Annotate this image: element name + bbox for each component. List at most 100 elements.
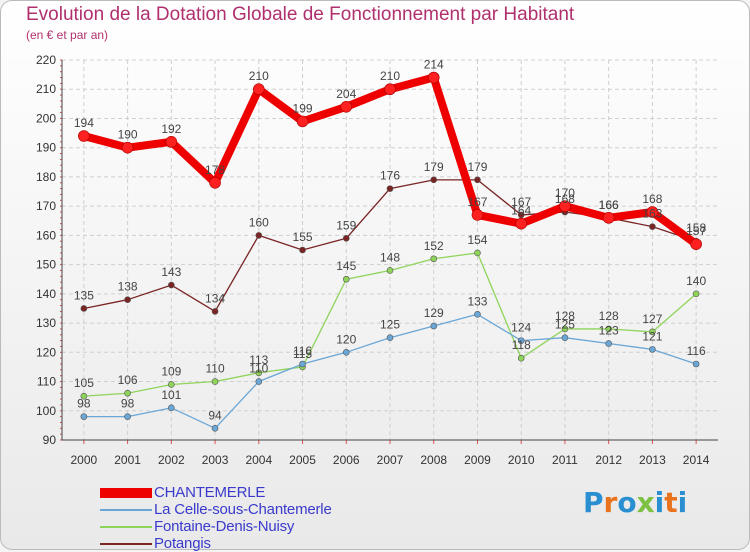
data-point — [561, 325, 569, 333]
data-point — [255, 232, 263, 239]
y-tick-label: 220 — [36, 53, 56, 67]
x-tick-label: 2011 — [552, 453, 578, 467]
legend-swatch — [100, 542, 152, 545]
data-point — [605, 340, 612, 347]
legend-item: CHANTEMERLE — [100, 484, 332, 501]
data-point — [124, 389, 131, 397]
y-tick-label: 160 — [36, 228, 56, 242]
data-point — [342, 275, 350, 283]
data-label: 143 — [161, 265, 181, 279]
data-label: 128 — [555, 309, 575, 323]
data-label: 190 — [118, 128, 138, 142]
data-point — [342, 349, 350, 356]
y-tick-label: 120 — [36, 345, 56, 359]
data-label: 120 — [336, 332, 356, 346]
data-label: 113 — [249, 353, 268, 367]
data-point — [168, 381, 175, 388]
x-tick-label: 2008 — [420, 453, 447, 467]
data-label: 134 — [205, 291, 225, 305]
data-label: 138 — [118, 280, 138, 294]
data-label: 168 — [642, 192, 662, 206]
data-label: 167 — [511, 195, 531, 209]
data-label: 140 — [686, 274, 706, 288]
data-point — [211, 378, 219, 385]
data-point — [430, 176, 438, 184]
data-point — [255, 369, 263, 377]
data-label: 110 — [249, 362, 268, 376]
data-label: 116 — [687, 344, 706, 358]
chart-title: Evolution de la Dotation Globale de Fonc… — [26, 4, 575, 25]
y-tick-label: 90 — [43, 433, 57, 447]
data-label: 154 — [467, 233, 487, 247]
data-point — [78, 130, 90, 142]
data-point — [649, 223, 656, 230]
data-label: 118 — [512, 338, 531, 352]
data-point — [386, 334, 394, 341]
data-label: 166 — [599, 198, 619, 212]
data-label: 204 — [336, 87, 356, 101]
chart-subtitle: (en € et par an) — [26, 28, 109, 42]
data-point — [474, 176, 481, 184]
data-label: 152 — [424, 239, 444, 253]
legend-swatch — [100, 525, 152, 528]
data-label: 115 — [293, 347, 312, 361]
data-point — [255, 378, 263, 385]
data-label: 127 — [642, 312, 662, 326]
data-label: 176 — [380, 169, 400, 183]
data-label: 116 — [293, 344, 312, 358]
y-tick-label: 100 — [36, 404, 56, 418]
data-point — [474, 249, 481, 257]
data-label: 145 — [336, 259, 356, 273]
data-label: 210 — [249, 69, 269, 83]
proxiti-logo: Proxiti — [583, 486, 688, 519]
data-point — [386, 267, 394, 274]
x-tick-label: 2009 — [464, 453, 491, 467]
data-label: 109 — [161, 364, 181, 378]
data-point — [209, 176, 221, 189]
data-label: 105 — [74, 376, 94, 390]
data-point — [646, 206, 659, 218]
data-label: 155 — [293, 230, 313, 244]
data-label: 158 — [686, 221, 706, 235]
data-label: 194 — [74, 116, 94, 130]
x-tick-label: 2006 — [333, 453, 360, 467]
data-label: 125 — [555, 318, 575, 332]
data-label: 129 — [424, 306, 444, 320]
data-label: 170 — [555, 186, 575, 200]
x-tick-label: 2014 — [683, 453, 710, 467]
data-point — [430, 322, 438, 330]
data-label: 210 — [380, 69, 400, 83]
data-point — [121, 141, 134, 154]
data-point — [124, 413, 131, 420]
data-point — [517, 337, 525, 344]
y-tick-label: 170 — [36, 199, 56, 213]
y-tick-label: 190 — [36, 141, 56, 155]
data-point — [430, 255, 438, 263]
y-tick-label: 210 — [36, 82, 56, 96]
data-point — [211, 425, 219, 432]
data-point — [605, 325, 612, 333]
data-label: 94 — [208, 408, 222, 422]
data-label: 179 — [424, 160, 444, 174]
data-point — [690, 238, 702, 250]
data-point — [80, 392, 88, 400]
x-tick-label: 2001 — [114, 453, 141, 467]
data-label: 125 — [380, 318, 400, 332]
data-label: 157 — [686, 224, 706, 238]
data-label: 98 — [77, 397, 91, 411]
data-point — [692, 290, 700, 298]
data-point — [561, 334, 569, 341]
x-tick-label: 2002 — [158, 453, 185, 467]
legend-item: La Celle-sous-Chantemerle — [100, 501, 332, 518]
data-point — [386, 185, 394, 192]
legend-label: CHANTEMERLE — [154, 484, 266, 501]
legend-swatch — [100, 508, 152, 511]
legend-label: La Celle-sous-Chantemerle — [154, 501, 332, 518]
data-label: 98 — [121, 397, 135, 411]
data-label: 166 — [599, 198, 619, 212]
x-tick-label: 2012 — [595, 453, 622, 467]
data-label: 121 — [642, 329, 662, 343]
legend-label: Fontaine-Denis-Nuisy — [154, 518, 295, 535]
data-label: 214 — [424, 58, 444, 72]
